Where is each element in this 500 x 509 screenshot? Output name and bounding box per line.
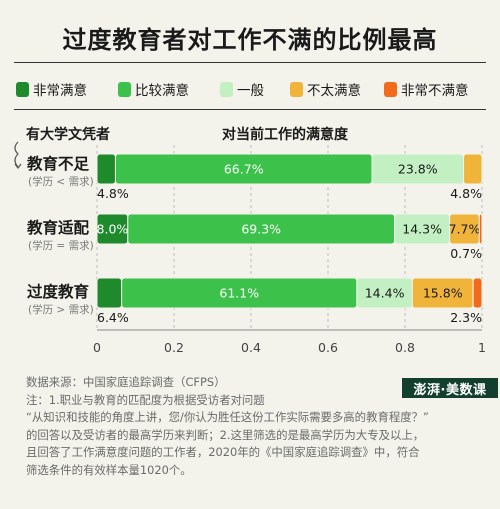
data-label: 0.7% <box>450 246 482 261</box>
category-subtitle-matched: (学历 = 需求) <box>28 240 94 252</box>
title-divider <box>14 62 486 63</box>
bar-segment <box>478 213 483 245</box>
legend-label: 比较满意 <box>135 83 189 99</box>
data-label: 7.7% <box>449 222 481 237</box>
legend-item-very-satisfied: 非常满意 <box>16 78 87 100</box>
x-tick-label: 0 <box>93 340 101 355</box>
legend-label: 非常不满意 <box>401 83 469 99</box>
category-label-under-educated: 教育不足 <box>27 155 90 173</box>
category-label-over-educated: 过度教育 <box>27 283 90 301</box>
data-label: 66.7% <box>224 162 264 177</box>
data-label: 14.3% <box>402 222 442 237</box>
data-label: 6.4% <box>97 310 129 325</box>
bar-segment <box>472 277 483 309</box>
data-label: 61.1% <box>219 286 259 301</box>
x-tick-label: 0.4 <box>241 340 261 355</box>
legend-swatch <box>290 81 303 97</box>
x-tick-label: 0.6 <box>318 340 338 355</box>
note-line: “从知识和技能的角度上讲，您/你认为胜任这份工作实际需要多高的教育程度？” <box>26 410 429 424</box>
bar-segment <box>463 153 483 185</box>
data-label: 8.0% <box>97 222 129 237</box>
data-label: 14.4% <box>365 286 405 301</box>
legend-item-very-unsatisfied: 非常不满意 <box>384 78 469 100</box>
data-label: 69.3% <box>241 222 281 237</box>
notes-block: 数据来源：中国家庭追踪调查（CFPS） 注：1.职业与教育的匹配度为根据受访者对… <box>26 374 476 479</box>
x-tick-label: 0.8 <box>395 340 415 355</box>
data-label: 23.8% <box>398 162 438 177</box>
legend-swatch <box>220 81 233 97</box>
legend-swatch <box>118 81 131 97</box>
data-label: 4.8% <box>97 186 129 201</box>
legend-item-neutral: 一般 <box>220 78 264 100</box>
stacked-bar-chart: 4.8% 66.7% 23.8% 4.8% 8.0% 69.3% 14.3% 7.7% 0.7%… <box>93 145 486 355</box>
data-label: 2.3% <box>450 310 482 325</box>
bar-segment <box>96 153 116 185</box>
note-line: 筛选条件的有效样本量1020个。 <box>26 462 192 477</box>
category-label-matched: 教育适配 <box>27 219 90 237</box>
legend-item-fairly-satisfied: 比较满意 <box>118 78 189 100</box>
x-tick-label: 0.2 <box>164 340 184 355</box>
legend-label: 非常满意 <box>33 83 87 99</box>
legend-label: 不太满意 <box>307 83 361 99</box>
legend-divider <box>14 109 486 110</box>
chart-title: 过度教育者对工作不满的比例最高 <box>62 26 438 54</box>
x-tick-label: 1 <box>478 340 486 355</box>
note-line: 注：1.职业与教育的匹配度为根据受访者对问题 <box>26 392 265 407</box>
data-label: 4.8% <box>450 186 482 201</box>
legend-label: 一般 <box>237 83 264 99</box>
row-header: 有大学文凭者 <box>26 127 110 143</box>
legend-item-not-satisfied: 不太满意 <box>290 78 361 100</box>
category-subtitle-over-educated: (学历 > 需求) <box>28 304 94 316</box>
note-line: 的回答以及受访者的最高学历来判断；2.这里筛选的是最高学历为大专及以上， <box>26 427 425 442</box>
legend-swatch <box>384 81 397 97</box>
legend-swatch <box>16 81 29 97</box>
brand-logo: 澎湃·美数课 <box>402 378 498 398</box>
category-subtitle-under-educated: (学历 < 需求) <box>28 176 94 188</box>
axis-header: 对当前工作的满意度 <box>222 127 348 143</box>
legend: 非常满意 比较满意 一般 不太满意 非常不满意 <box>14 78 486 100</box>
bar-segment <box>96 277 123 309</box>
note-line: 且回答了工作满意度问题的工作者，2020年的《中国家庭追踪调查》中，符合 <box>26 445 420 459</box>
source-line: 数据来源：中国家庭追踪调查（CFPS） <box>26 375 226 389</box>
data-label: 15.8% <box>423 286 463 301</box>
bracket-arrow-icon <box>14 141 22 169</box>
